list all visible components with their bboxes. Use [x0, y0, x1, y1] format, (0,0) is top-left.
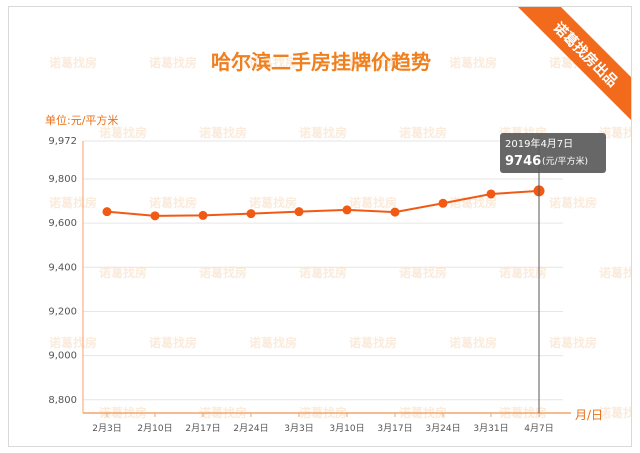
watermark-text: 诺葛找房 — [149, 55, 197, 70]
series-layer — [102, 185, 545, 221]
watermark-text: 诺葛找房 — [399, 265, 447, 280]
x-axis-unit-label: 月/日 — [575, 408, 603, 422]
x-tick-label: 3月31日 — [473, 423, 508, 434]
x-tick-labels: 2月3日 2月10日 2月17日 2月24日 3月3日 3月10日 3月17日 3月24日 3月… — [92, 413, 554, 434]
watermark-text: 诺葛找房 — [349, 195, 397, 210]
tooltip-box — [500, 133, 606, 173]
axes — [82, 141, 571, 414]
data-point[interactable] — [390, 207, 400, 217]
watermark-text: 诺葛找房 — [99, 265, 147, 280]
x-tick-label: 3月24日 — [425, 423, 460, 434]
series-line — [106, 189, 540, 217]
grid-lines — [83, 140, 563, 401]
x-tick-label: 3月3日 — [284, 423, 313, 434]
data-point[interactable] — [246, 209, 256, 219]
y-tick-label: 9,200 — [48, 306, 77, 317]
ribbon-shape — [518, 7, 631, 120]
tooltip-unit: (元/平方米) — [542, 155, 588, 167]
chart-title: 哈尔滨二手房挂牌价趋势 — [211, 50, 431, 74]
watermark-text: 诺葛找房 — [399, 125, 447, 140]
tooltip-date: 2019年4月7日 — [505, 137, 573, 150]
watermark-text: 诺葛找房 — [199, 125, 247, 140]
watermark-text: 诺葛找房 — [349, 55, 397, 70]
y-tick-label: 9,972 — [48, 136, 77, 147]
watermark-text: 诺葛找房 — [449, 335, 497, 350]
data-point[interactable] — [102, 207, 112, 217]
y-tick-label: 9,800 — [48, 174, 77, 185]
ribbon-label: 诺葛找房出品 — [550, 19, 621, 90]
watermark-text: 诺葛找房 — [49, 55, 97, 70]
y-tick-label: 8,800 — [48, 395, 77, 406]
watermark-text: 诺葛找房 — [549, 335, 597, 350]
watermark-text: 诺葛找房 — [249, 335, 297, 350]
watermark-text: 诺葛找房 — [599, 405, 632, 420]
data-point[interactable] — [342, 205, 352, 215]
watermark-text: 诺葛找房 — [249, 55, 297, 70]
watermark-text: 诺葛找房 — [349, 335, 397, 350]
data-point[interactable] — [486, 189, 496, 199]
x-tick-label: 2月24日 — [233, 423, 268, 434]
watermark-text: 诺葛找房 — [449, 195, 497, 210]
tooltip: 2019年4月7日 9746 (元/平方米) — [500, 133, 606, 413]
y-tick-label: 9,400 — [48, 262, 77, 273]
watermark-text: 诺葛找房 — [49, 195, 97, 210]
watermark-text: 诺葛找房 — [449, 55, 497, 70]
y-tick-labels: 8,800 9,000 9,200 9,400 9,600 9,800 9,972 — [48, 136, 77, 406]
watermark-text: 诺葛找房 — [599, 125, 632, 140]
watermark-text: 诺葛找房 — [249, 195, 297, 210]
watermark-text: 诺葛找房 — [149, 195, 197, 210]
x-tick-label: 2月3日 — [92, 423, 121, 434]
watermark-text: 诺葛找房 — [599, 265, 632, 280]
data-point[interactable] — [150, 211, 160, 221]
chart-frame: 诺葛找房 诺葛找房 诺葛找房 诺葛找房 诺葛找房 诺葛找房 诺葛找房 诺葛找房 诺葛找房 诺葛找房… — [8, 6, 632, 447]
watermark-text: 诺葛找房 — [49, 335, 97, 350]
x-tick-label: 3月17日 — [377, 423, 412, 434]
y-axis-unit-label: 单位:元/平方米 — [45, 113, 118, 127]
x-tick-label: 2月17日 — [185, 423, 220, 434]
tooltip-value: 9746 — [505, 154, 541, 169]
x-tick-label: 2月10日 — [137, 423, 172, 434]
y-tick-label: 9,600 — [48, 218, 77, 229]
watermark-text: 诺葛找房 — [99, 125, 147, 140]
x-tick-label: 3月10日 — [329, 423, 364, 434]
data-point[interactable] — [198, 210, 208, 220]
watermark-text: 诺葛找房 — [299, 125, 347, 140]
watermark-text: 诺葛找房 — [149, 335, 197, 350]
x-tick-label: 4月7日 — [524, 423, 553, 434]
data-point[interactable] — [294, 207, 304, 217]
watermark-text: 诺葛找房 — [549, 195, 597, 210]
watermark-text: 诺葛找房 — [299, 265, 347, 280]
watermark-text: 诺葛找房 — [499, 265, 547, 280]
y-tick-label: 9,000 — [48, 351, 77, 362]
watermark-text: 诺葛找房 — [199, 265, 247, 280]
data-point[interactable] — [438, 198, 448, 208]
